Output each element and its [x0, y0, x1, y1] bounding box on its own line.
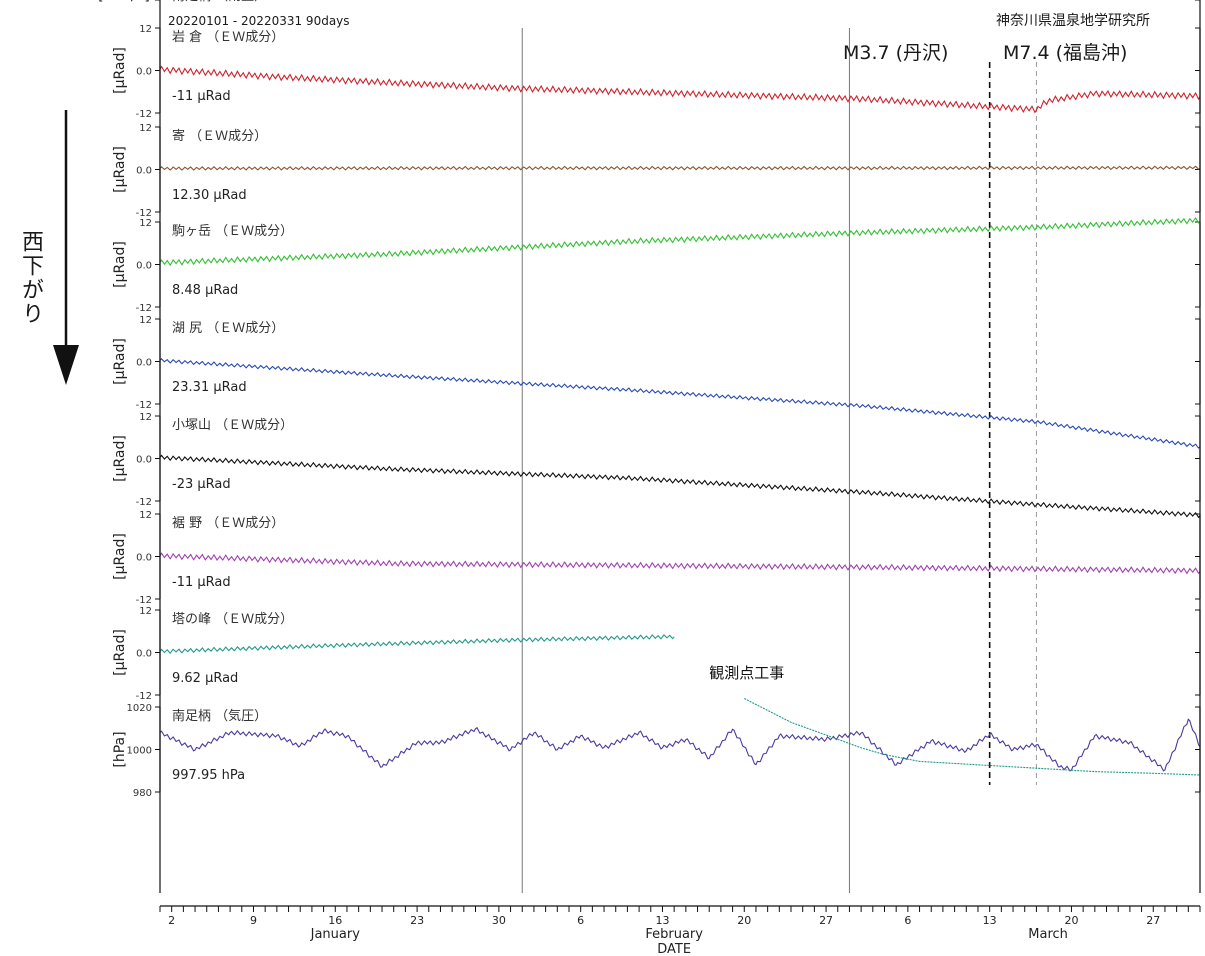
y-tick-label-0-2: -12 — [136, 109, 152, 120]
panel-name-7: 南足柄 （気圧） — [172, 708, 267, 724]
month-label-2: March — [1028, 927, 1068, 942]
x-tick-label-4: 30 — [492, 914, 506, 927]
panel-scale-2: 8.48 μRad — [172, 283, 238, 298]
y-tick-label-3-0: 12 — [139, 315, 152, 326]
y-tick-label-2-1: 0.0 — [136, 261, 152, 272]
panel-scale-0: -11 μRad — [172, 89, 231, 104]
panel-unit-7: [hPa] — [112, 731, 128, 767]
y-tick-label-0-0: 12 — [139, 24, 152, 35]
panel-name-2: 駒ヶ岳 （ＥＷ成分） — [172, 224, 293, 239]
x-axis-title: DATE — [657, 942, 691, 956]
panel-unit-5: [μRad] — [112, 533, 128, 580]
y-tick-label-7-2: 980 — [133, 788, 152, 799]
y-tick-label-7-0: 1020 — [127, 703, 152, 714]
y-tick-label-4-0: 12 — [139, 412, 152, 423]
panel-name-6: 塔の峰 （ＥＷ成分） — [172, 612, 293, 627]
y-tick-label-2-2: -12 — [136, 303, 152, 314]
panel-scale-1: 12.30 μRad — [172, 188, 247, 203]
panel-unit-4: [μRad] — [112, 435, 128, 482]
y-tick-label-6-1: 0.0 — [136, 649, 152, 660]
y-tick-label-1-1: 0.0 — [136, 166, 152, 177]
y-tick-label-8-0: 9.7 — [136, 0, 152, 3]
series-line-7 — [159, 718, 1201, 772]
y-tick-label-4-2: -12 — [136, 497, 152, 508]
series-line-6 — [159, 634, 675, 654]
x-tick-label-9: 6 — [904, 914, 911, 927]
series-line-0 — [159, 65, 1201, 114]
series-line-1 — [159, 165, 1201, 171]
period-label: 20220101 - 20220331 90days — [168, 14, 350, 28]
x-tick-label-1: 9 — [250, 914, 257, 927]
y-tick-label-5-0: 12 — [139, 510, 152, 521]
panel-scale-7: 997.95 hPa — [172, 768, 245, 783]
west-down-label: 西下がり — [18, 230, 43, 326]
x-tick-label-7: 20 — [737, 914, 751, 927]
series-line-5 — [159, 552, 1201, 575]
x-tick-label-10: 13 — [983, 914, 997, 927]
panel-name-1: 寄 （ＥＷ成分） — [172, 128, 267, 144]
y-tick-label-6-0: 12 — [139, 606, 152, 617]
month-label-0: January — [310, 927, 361, 942]
y-tick-label-0-1: 0.0 — [136, 67, 152, 78]
x-tick-label-3: 23 — [410, 914, 424, 927]
series-line-4 — [159, 454, 1201, 519]
down-arrow-icon — [53, 345, 79, 385]
panel-scale-3: 23.31 μRad — [172, 380, 247, 395]
x-tick-label-6: 13 — [655, 914, 669, 927]
y-tick-label-2-0: 12 — [139, 218, 152, 229]
panel-scale-6: 9.62 μRad — [172, 671, 238, 686]
month-label-1: February — [645, 927, 703, 942]
x-tick-label-11: 20 — [1064, 914, 1078, 927]
x-tick-label-0: 2 — [168, 914, 175, 927]
panel-scale-5: -11 μRad — [172, 575, 231, 590]
x-tick-label-5: 6 — [577, 914, 584, 927]
panel-unit-6: [μRad] — [112, 629, 128, 676]
event-label-m37: M3.7 (丹沢) — [843, 42, 949, 64]
panel-name-5: 裾 野 （ＥＷ成分） — [172, 516, 284, 531]
panel-name-0: 岩 倉 （ＥＷ成分） — [172, 30, 284, 45]
annotation-label: 観測点工事 — [709, 664, 784, 682]
y-tick-label-7-1: 1000 — [127, 746, 152, 757]
panel-unit-1: [μRad] — [112, 146, 128, 193]
x-tick-label-2: 16 — [328, 914, 342, 927]
panel-name-4: 小塚山 （ＥＷ成分） — [172, 418, 293, 433]
series-line-3 — [159, 358, 1201, 449]
x-tick-label-12: 27 — [1146, 914, 1160, 927]
y-tick-label-3-1: 0.0 — [136, 358, 152, 369]
panel-scale-4: -23 μRad — [172, 477, 231, 492]
panel-unit-3: [μRad] — [112, 338, 128, 385]
event-label-m74: M7.4 (福島沖) — [1003, 42, 1128, 64]
institute-label: 神奈川県温泉地学研究所 — [996, 13, 1150, 29]
y-tick-label-1-2: -12 — [136, 208, 152, 219]
y-tick-label-8-2: 0.0 — [136, 0, 152, 3]
panel-name-3: 湖 尻 （ＥＷ成分） — [172, 321, 284, 336]
y-tick-label-4-1: 0.0 — [136, 455, 152, 466]
panel-name-8: 南足柄 （雨量） — [172, 0, 267, 4]
panel-unit-8: [mm/h] — [98, 0, 150, 4]
series-line-2 — [159, 217, 1201, 267]
y-tick-label-1-0: 12 — [139, 123, 152, 134]
y-tick-label-3-2: -12 — [136, 400, 152, 411]
x-tick-label-8: 27 — [819, 914, 833, 927]
construction-curve — [744, 698, 1201, 776]
y-tick-label-5-2: -12 — [136, 595, 152, 606]
y-tick-label-5-1: 0.0 — [136, 553, 152, 564]
panel-unit-0: [μRad] — [112, 47, 128, 94]
panel-unit-2: [μRad] — [112, 241, 128, 288]
y-tick-label-6-2: -12 — [136, 691, 152, 702]
